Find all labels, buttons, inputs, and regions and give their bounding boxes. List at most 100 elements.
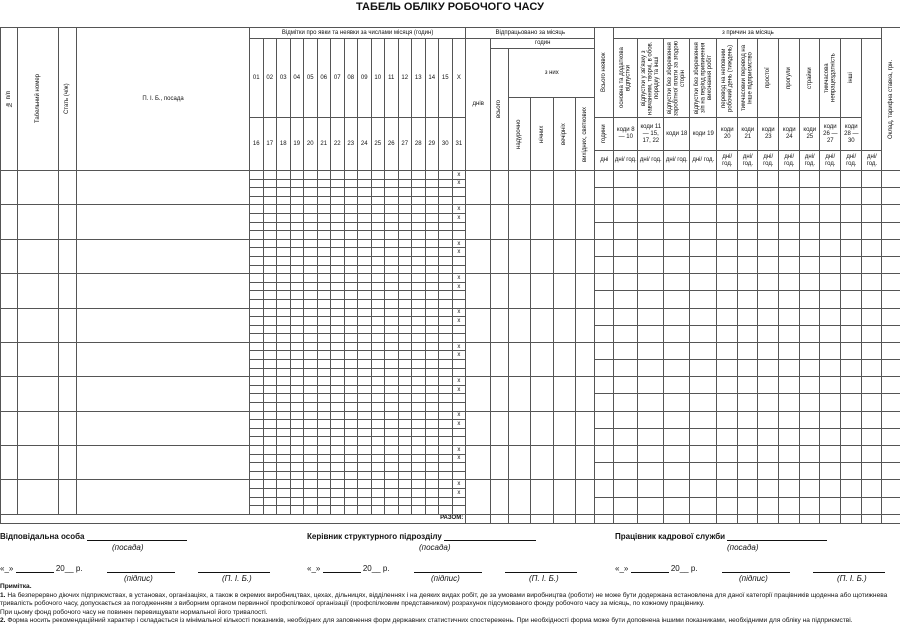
- day-cell[interactable]: [289, 393, 304, 404]
- absence-cell[interactable]: [613, 238, 639, 257]
- cell-tab-number[interactable]: [17, 307, 59, 343]
- day-cell[interactable]: [370, 402, 385, 412]
- day-cell[interactable]: [343, 290, 358, 300]
- day-cell[interactable]: [370, 324, 385, 335]
- day-cell[interactable]: [330, 298, 345, 309]
- day-cell[interactable]: [451, 359, 467, 369]
- day-cell[interactable]: [289, 333, 304, 343]
- day-cell[interactable]: [262, 307, 277, 318]
- day-cell[interactable]: [289, 367, 304, 378]
- day-cell[interactable]: [262, 255, 277, 266]
- day-cell[interactable]: [424, 359, 439, 369]
- day-cell[interactable]: [438, 496, 453, 507]
- total-cell[interactable]: [819, 513, 842, 524]
- day-cell[interactable]: [249, 505, 264, 515]
- day-cell[interactable]: [411, 212, 426, 223]
- day-cell[interactable]: [438, 333, 453, 343]
- cell-sex[interactable]: [58, 376, 77, 412]
- day-cell[interactable]: [397, 453, 412, 464]
- worked-cell[interactable]: [553, 341, 577, 378]
- day-cell[interactable]: [370, 255, 385, 266]
- day-cell[interactable]: [424, 505, 439, 515]
- absence-cell[interactable]: [861, 290, 883, 309]
- absence-cell[interactable]: [737, 410, 759, 429]
- absence-cell[interactable]: [637, 290, 665, 309]
- day-cell[interactable]: [330, 436, 345, 446]
- absence-cell[interactable]: [663, 376, 691, 395]
- absence-cell[interactable]: [613, 204, 639, 223]
- day-cell[interactable]: [249, 264, 264, 275]
- day-cell[interactable]: [303, 221, 318, 232]
- day-cell[interactable]: [438, 393, 453, 404]
- worked-cell[interactable]: [575, 341, 596, 378]
- absence-cell[interactable]: [881, 324, 900, 343]
- day-cell[interactable]: [289, 307, 304, 318]
- worked-cell[interactable]: [553, 376, 577, 412]
- absence-cell[interactable]: [689, 410, 718, 429]
- day-cell[interactable]: [289, 187, 304, 197]
- absence-cell[interactable]: [840, 238, 863, 257]
- day-cell[interactable]: [289, 290, 304, 300]
- day-cell[interactable]: [438, 324, 453, 335]
- cell-sex[interactable]: [58, 410, 77, 447]
- day-cell[interactable]: [384, 204, 399, 214]
- day-cell[interactable]: [249, 298, 264, 309]
- day-cell[interactable]: [357, 324, 372, 335]
- day-cell[interactable]: [343, 419, 358, 429]
- day-cell[interactable]: [276, 505, 291, 515]
- absence-cell[interactable]: [840, 169, 863, 189]
- day-cell[interactable]: [303, 427, 318, 438]
- day-cell[interactable]: [343, 247, 358, 257]
- absence-cell[interactable]: [799, 187, 821, 206]
- day-cell[interactable]: [289, 238, 304, 249]
- absence-cell[interactable]: [819, 255, 842, 275]
- day-cell[interactable]: [262, 324, 277, 335]
- day-cell[interactable]: [343, 170, 358, 180]
- day-cell[interactable]: [249, 204, 264, 214]
- day-cell[interactable]: [424, 316, 439, 326]
- day-cell[interactable]: [249, 453, 264, 464]
- day-cell[interactable]: [249, 393, 264, 404]
- worked-cell[interactable]: [530, 238, 555, 275]
- day-cell[interactable]: [316, 376, 331, 386]
- day-cell[interactable]: [411, 445, 426, 455]
- day-cell[interactable]: [370, 170, 385, 180]
- cell-name[interactable]: [76, 341, 250, 378]
- absence-cell[interactable]: [737, 496, 759, 515]
- absence-cell[interactable]: [637, 324, 665, 343]
- day-cell[interactable]: [370, 367, 385, 378]
- day-cell[interactable]: [289, 427, 304, 438]
- day-cell[interactable]: [438, 470, 453, 481]
- absence-cell[interactable]: [637, 393, 665, 412]
- worked-cell[interactable]: [490, 169, 510, 206]
- day-cell[interactable]: [357, 427, 372, 438]
- day-cell[interactable]: [411, 393, 426, 404]
- worked-cell[interactable]: [575, 376, 596, 412]
- day-cell[interactable]: [276, 350, 291, 361]
- day-cell[interactable]: [397, 281, 412, 292]
- day-cell[interactable]: [276, 487, 291, 498]
- day-cell[interactable]: [384, 247, 399, 257]
- cell-num[interactable]: [0, 410, 18, 447]
- absence-cell[interactable]: [819, 273, 842, 292]
- absence-cell[interactable]: [613, 187, 639, 206]
- day-cell[interactable]: [262, 316, 277, 326]
- day-cell[interactable]: [303, 178, 318, 189]
- absence-cell[interactable]: [778, 255, 801, 275]
- day-cell[interactable]: [262, 178, 277, 189]
- day-cell[interactable]: [303, 479, 318, 489]
- day-cell[interactable]: [316, 212, 331, 223]
- day-cell[interactable]: [438, 247, 453, 257]
- absence-cell[interactable]: [819, 204, 842, 223]
- absence-cell[interactable]: [737, 204, 759, 223]
- day-cell[interactable]: [424, 350, 439, 361]
- absence-cell[interactable]: [594, 238, 615, 257]
- absence-cell[interactable]: [757, 187, 780, 206]
- worked-cell[interactable]: [465, 376, 492, 412]
- day-cell[interactable]: [397, 333, 412, 343]
- day-cell[interactable]: [343, 384, 358, 395]
- day-cell[interactable]: [357, 445, 372, 455]
- day-cell[interactable]: [451, 505, 467, 515]
- absence-cell[interactable]: [881, 204, 900, 223]
- day-cell[interactable]: [424, 230, 439, 240]
